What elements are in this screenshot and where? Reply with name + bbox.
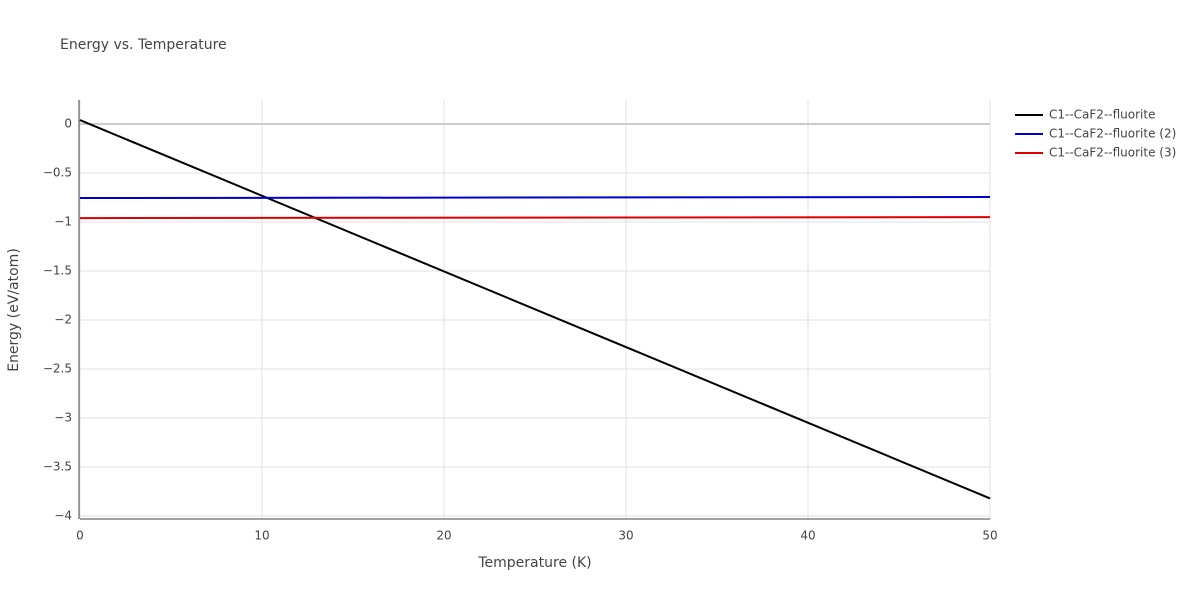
y-tick-label: 0 bbox=[64, 117, 72, 131]
y-tick-label: −1.5 bbox=[43, 264, 72, 278]
x-tick-label: 50 bbox=[982, 529, 997, 543]
y-tick-label: −1 bbox=[54, 215, 72, 229]
x-tick-label: 10 bbox=[254, 529, 269, 543]
x-tick-label: 30 bbox=[618, 529, 633, 543]
series-line bbox=[79, 119, 991, 500]
chart-title: Energy vs. Temperature bbox=[60, 37, 227, 53]
x-tick-label: 0 bbox=[76, 529, 84, 543]
y-tick-label: −0.5 bbox=[43, 166, 72, 180]
x-tick-label: 40 bbox=[800, 529, 815, 543]
y-tick-label: −2.5 bbox=[43, 362, 72, 376]
y-tick-label: −3.5 bbox=[43, 460, 72, 474]
x-tick-label: 20 bbox=[436, 529, 451, 543]
y-tick-label: −4 bbox=[54, 509, 72, 523]
series-line bbox=[79, 216, 991, 220]
legend-label: C1--CaF2--fluorite (3) bbox=[1049, 146, 1176, 160]
series-line bbox=[79, 196, 991, 200]
y-tick-label: −3 bbox=[54, 411, 72, 425]
x-axis-title: Temperature (K) bbox=[477, 555, 591, 571]
legend-label: C1--CaF2--fluorite bbox=[1049, 108, 1155, 122]
legend-label: C1--CaF2--fluorite (2) bbox=[1049, 127, 1176, 141]
y-axis-title: Energy (eV/atom) bbox=[6, 248, 22, 372]
y-tick-label: −2 bbox=[54, 313, 72, 327]
